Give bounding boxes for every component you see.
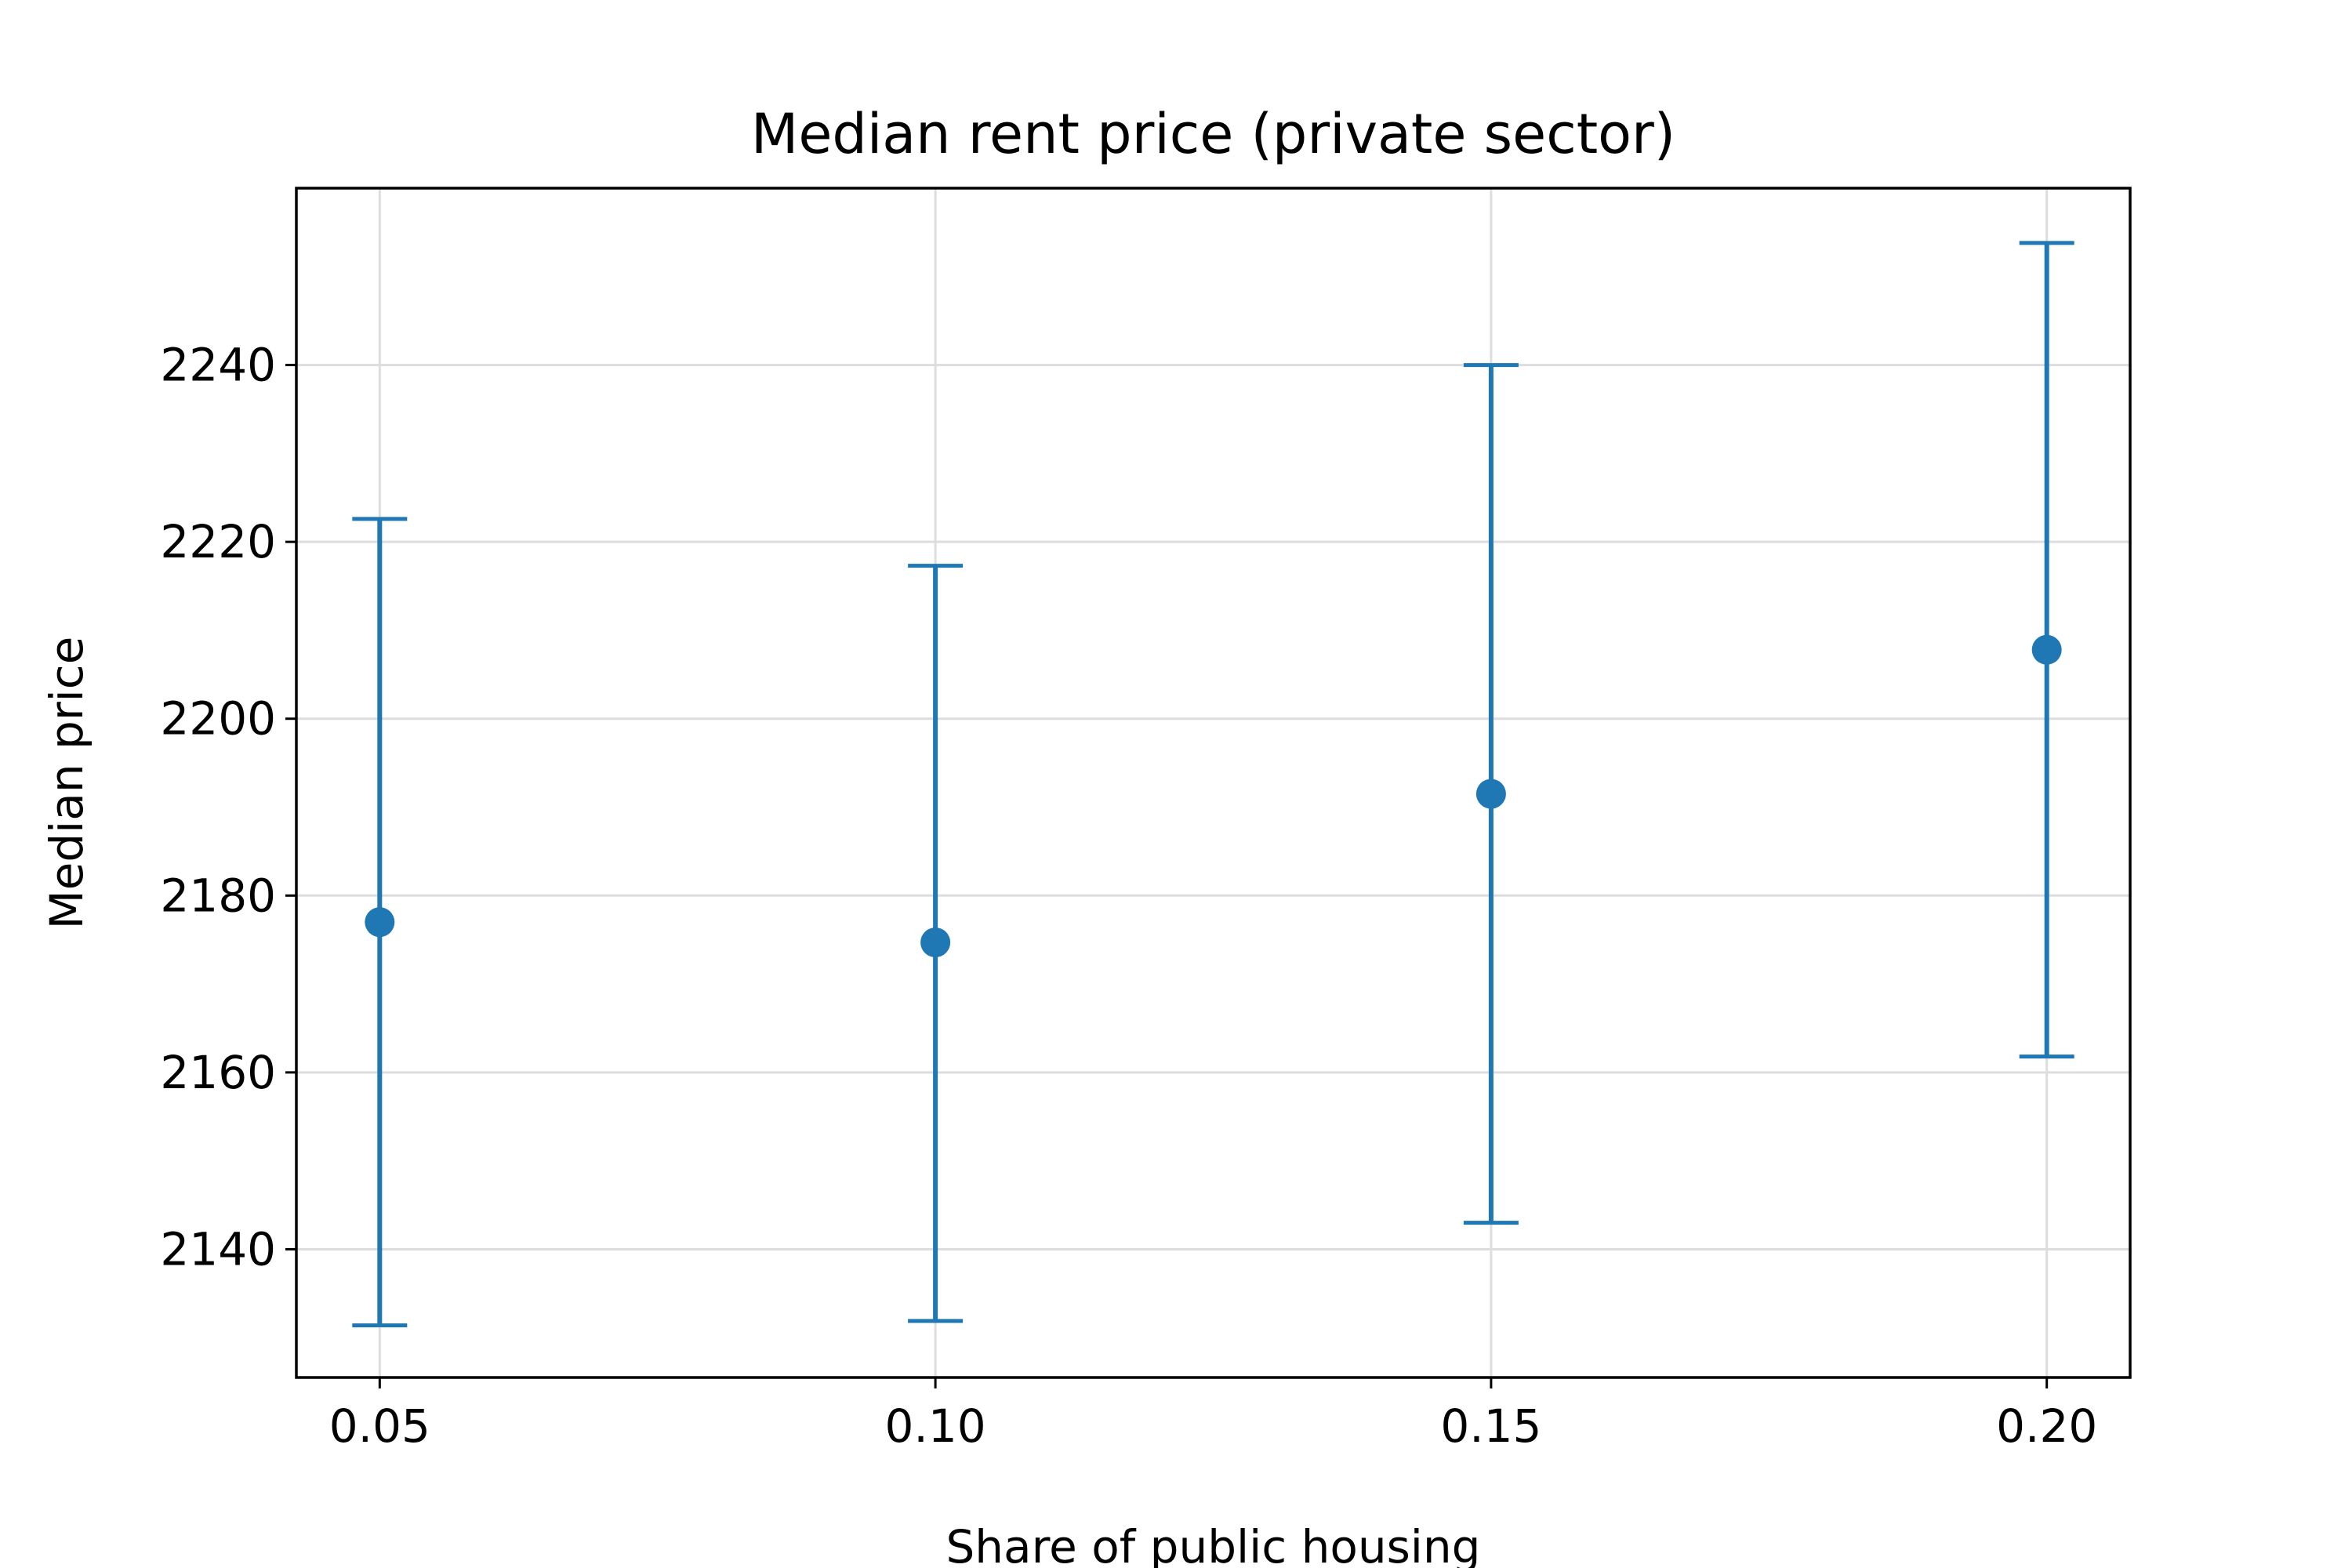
error-bars bbox=[352, 241, 2074, 1327]
data-point bbox=[2031, 634, 2062, 665]
plot-frame bbox=[295, 187, 2132, 1379]
grid-lines bbox=[296, 188, 2130, 1377]
x-tick-label: 0.05 bbox=[329, 1399, 430, 1453]
data-point bbox=[1475, 779, 1506, 809]
x-axis-ticks: 0.05 0.10 0.15 0.20 bbox=[329, 1377, 2097, 1453]
data-point bbox=[365, 907, 395, 938]
y-tick-label: 2240 bbox=[160, 339, 276, 392]
y-axis-title: Median price bbox=[40, 637, 93, 930]
chart-title: Median rent price (private sector) bbox=[751, 102, 1675, 166]
data-point bbox=[920, 927, 951, 958]
data-points bbox=[365, 634, 2062, 958]
y-tick-label: 2200 bbox=[160, 692, 276, 746]
x-tick-label: 0.20 bbox=[1996, 1399, 2097, 1453]
y-tick-label: 2140 bbox=[160, 1222, 276, 1276]
y-axis-ticks: 2140 2160 2180 2200 2220 2240 bbox=[160, 339, 296, 1276]
x-tick-label: 0.15 bbox=[1440, 1399, 1541, 1453]
y-tick-label: 2160 bbox=[160, 1046, 276, 1099]
y-tick-label: 2180 bbox=[160, 869, 276, 922]
y-tick-label: 2220 bbox=[160, 515, 276, 568]
x-axis-title: Share of public housing bbox=[946, 1520, 1480, 1568]
x-tick-label: 0.10 bbox=[885, 1399, 986, 1453]
